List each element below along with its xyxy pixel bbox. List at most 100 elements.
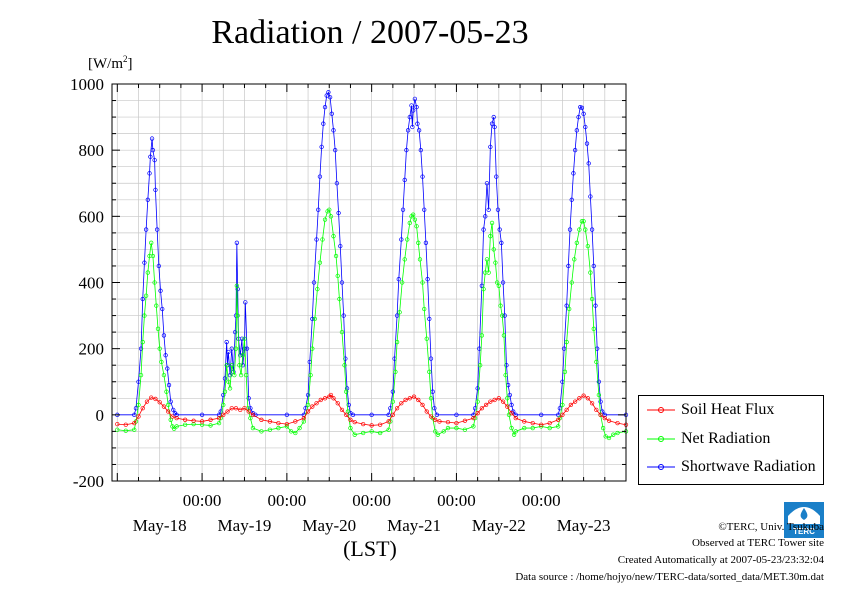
data-point-net-radiation (511, 432, 517, 437)
data-point-net-radiation (216, 420, 222, 426)
data-point-net-radiation (138, 372, 144, 378)
data-point-net-radiation (569, 280, 574, 285)
data-point-shortwave-radiation (427, 316, 432, 322)
x-axis-label: (LST) (343, 536, 397, 561)
data-point-shortwave-radiation (504, 363, 509, 368)
data-point-shortwave-radiation (588, 194, 593, 199)
data-point-soil-heat-flux (500, 399, 506, 404)
data-point-net-radiation (572, 257, 577, 262)
data-point-soil-heat-flux (250, 412, 256, 417)
data-point-shortwave-radiation (566, 263, 571, 269)
data-point-net-radiation (433, 429, 438, 434)
data-point-soil-heat-flux (259, 417, 264, 422)
x-tick-label: 00:00 (522, 491, 561, 510)
data-point-shortwave-radiation (232, 329, 238, 335)
data-point-net-radiation (386, 427, 391, 432)
data-point-net-radiation (348, 425, 353, 431)
data-point-net-radiation (501, 333, 507, 338)
data-point-shortwave-radiation (248, 406, 253, 411)
data-point-shortwave-radiation (411, 108, 416, 113)
x-day-label: May-22 (472, 516, 526, 535)
x-day-label: May-21 (387, 516, 441, 535)
data-point-net-radiation (562, 369, 568, 374)
data-point-net-radiation (530, 425, 535, 431)
data-point-net-radiation (390, 399, 395, 404)
data-point-shortwave-radiation (497, 227, 502, 232)
data-point-shortwave-radiation (502, 313, 507, 318)
data-point-net-radiation (224, 363, 229, 368)
data-point-soil-heat-flux (437, 419, 442, 424)
data-point-shortwave-radiation (390, 389, 395, 394)
data-point-net-radiation (327, 207, 332, 212)
data-point-net-radiation (441, 429, 446, 434)
data-point-net-radiation (567, 306, 572, 312)
data-point-shortwave-radiation (499, 240, 504, 245)
data-point-soil-heat-flux (318, 397, 323, 403)
data-point-net-radiation (155, 326, 161, 331)
data-point-soil-heat-flux (475, 411, 480, 416)
chart-title: Radiation / 2007-05-23 (211, 14, 529, 51)
data-point-net-radiation (315, 286, 320, 292)
data-point-net-radiation (505, 396, 510, 401)
data-point-shortwave-radiation (243, 300, 248, 305)
data-point-net-radiation (402, 257, 407, 262)
data-point-soil-heat-flux (339, 407, 345, 413)
data-point-shortwave-radiation (327, 95, 333, 100)
data-point-net-radiation (405, 237, 410, 242)
data-point-soil-heat-flux (615, 420, 620, 426)
data-point-soil-heat-flux (411, 394, 417, 399)
data-point-net-radiation (417, 257, 423, 262)
data-point-net-radiation (435, 432, 440, 437)
data-point-net-radiation (588, 270, 593, 275)
data-point-shortwave-radiation (405, 128, 411, 133)
data-point-soil-heat-flux (424, 409, 429, 414)
data-point-net-radiation (513, 429, 518, 434)
data-point-shortwave-radiation (495, 207, 501, 212)
data-point-soil-heat-flux (305, 409, 311, 414)
data-point-shortwave-radiation (434, 412, 440, 417)
data-point-soil-heat-flux (144, 399, 150, 404)
data-point-shortwave-radiation (394, 313, 400, 318)
y-axis-unit: [W/m2] (88, 54, 133, 73)
data-point-shortwave-radiation (142, 260, 147, 265)
data-point-soil-heat-flux (246, 409, 251, 414)
y-tick-label: 800 (79, 141, 105, 160)
data-point-shortwave-radiation (319, 144, 324, 150)
data-point-net-radiation (454, 425, 459, 431)
data-point-net-radiation (229, 363, 234, 368)
data-point-net-radiation (328, 214, 334, 219)
data-point-shortwave-radiation (488, 144, 493, 150)
data-point-shortwave-radiation (400, 207, 406, 212)
data-point-shortwave-radiation (168, 399, 173, 404)
data-point-soil-heat-flux (556, 417, 561, 422)
series-soil-heat-flux (115, 392, 629, 428)
data-point-net-radiation (596, 392, 602, 398)
data-point-net-radiation (577, 227, 582, 232)
data-point-net-radiation (123, 428, 128, 433)
data-point-net-radiation (293, 430, 298, 436)
data-point-shortwave-radiation (322, 105, 328, 110)
data-point-shortwave-radiation (156, 263, 161, 269)
data-point-shortwave-radiation (334, 181, 340, 186)
data-point-soil-heat-flux (479, 406, 485, 411)
legend-item-net-radiation: Net Radiation (647, 429, 770, 449)
data-point-net-radiation (166, 402, 171, 408)
data-point-net-radiation (222, 389, 228, 394)
data-point-net-radiation (242, 336, 247, 341)
data-point-shortwave-radiation (591, 263, 596, 269)
data-point-soil-heat-flux (416, 397, 421, 403)
data-point-net-radiation (157, 346, 162, 351)
data-point-net-radiation (509, 425, 514, 431)
data-point-shortwave-radiation (507, 392, 512, 398)
data-point-shortwave-radiation (414, 105, 419, 110)
data-point-shortwave-radiation (489, 121, 495, 126)
data-point-soil-heat-flux (594, 407, 599, 413)
data-point-shortwave-radiation (171, 407, 176, 413)
data-point-shortwave-radiation (491, 114, 496, 120)
data-point-soil-heat-flux (407, 396, 412, 401)
data-point-net-radiation (393, 369, 398, 374)
data-point-net-radiation (498, 303, 503, 308)
data-point-shortwave-radiation (316, 207, 321, 212)
data-point-shortwave-radiation (494, 174, 499, 179)
